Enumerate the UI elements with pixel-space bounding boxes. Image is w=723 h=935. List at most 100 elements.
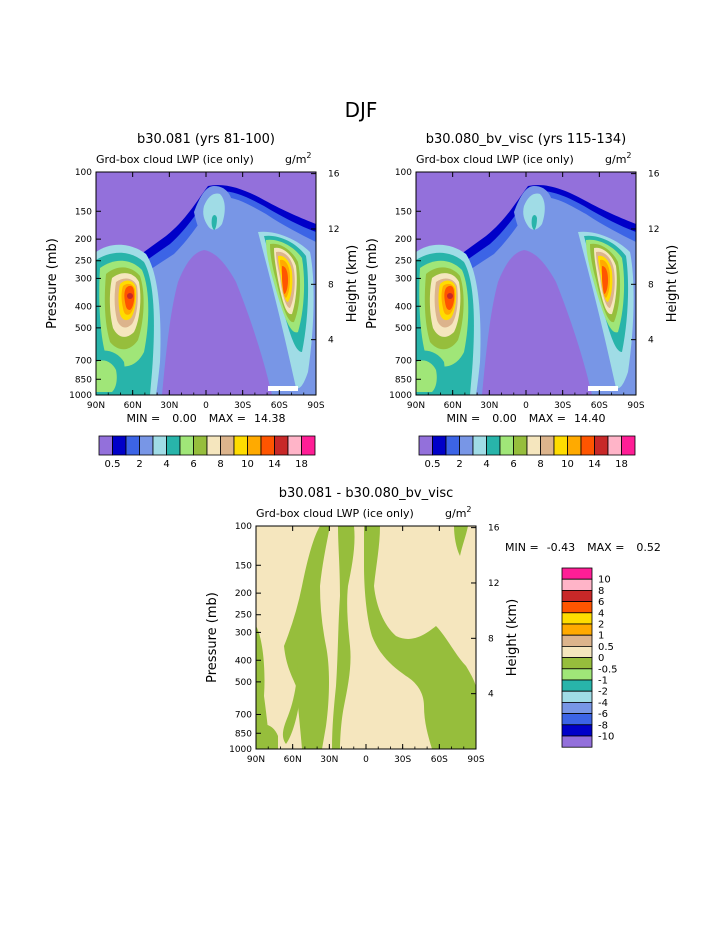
panel-left-stats: MIN = 0.00 MAX = 14.38 <box>127 412 286 425</box>
colorbar-swatch <box>125 435 140 456</box>
colorbar-label: -10 <box>598 732 614 743</box>
x-tick-label: 90S <box>627 401 644 411</box>
colorbar-swatch <box>621 435 636 456</box>
x-tick-label: 60N <box>444 401 462 411</box>
y-right-tick-label: 12 <box>328 225 339 235</box>
panel-diff-units-base: g/m <box>445 507 466 520</box>
y-tick-label: 850 <box>75 375 92 385</box>
y-tick-label: 700 <box>395 356 412 366</box>
colorbar-swatch <box>486 435 501 456</box>
x-tick-label: 30S <box>234 401 251 411</box>
y-tick-label: 300 <box>75 274 92 284</box>
colorbar-swatch <box>472 435 487 456</box>
panel-diff-units: g/m2 <box>445 505 472 520</box>
x-tick-label: 30N <box>480 401 498 411</box>
y-right-tick-label: 4 <box>488 690 494 700</box>
panel-diff-axes: 90N 60N 30N 0 30S 60S 90S 100 150 200 250 300 400 500… <box>205 522 520 765</box>
colorbar-swatch <box>561 578 593 591</box>
y-tick-label: 250 <box>395 257 412 267</box>
panel-left-field <box>96 172 316 395</box>
field-nh-core <box>127 293 133 299</box>
y-right-tick-label: 12 <box>648 225 659 235</box>
diff-negative-region-7 <box>258 724 278 749</box>
panel-left-min-label: MIN = <box>127 412 161 425</box>
x-tick-label: 30S <box>394 755 411 765</box>
y-tick-label: 100 <box>395 168 412 178</box>
colorbar-swatch <box>432 435 447 456</box>
colorbar-swatch <box>561 690 593 703</box>
colorbar-label: 10 <box>598 575 611 586</box>
y-right-axis-label: Height (km) <box>345 245 360 322</box>
colorbar-label: 8 <box>217 459 223 470</box>
field-tropical-teal <box>211 215 217 230</box>
x-tick-label: 60S <box>591 401 608 411</box>
field-tropical-cyan <box>523 193 545 230</box>
y-tick-label: 850 <box>235 729 252 739</box>
y-right-tick-label: 8 <box>648 280 654 290</box>
colorbar-label: 6 <box>190 459 196 470</box>
y-right-tick-label: 4 <box>648 336 654 346</box>
colorbar-swatch <box>561 713 593 726</box>
field-nh-core <box>447 293 453 299</box>
colorbar-swatch <box>561 735 593 748</box>
colorbar-swatch <box>561 567 593 580</box>
colorbar-label: 6 <box>510 459 516 470</box>
x-tick-label: 30N <box>160 401 178 411</box>
colorbar-label: 2 <box>598 620 604 631</box>
colorbar-swatch <box>561 646 593 659</box>
colorbar-swatch <box>607 435 622 456</box>
y-right-tick-label: 16 <box>488 524 500 534</box>
colorbar-label: 4 <box>163 459 169 470</box>
field-tropical-cyan <box>203 193 225 230</box>
y-right-tick-label: 8 <box>488 634 494 644</box>
colorbar-swatch <box>561 702 593 715</box>
x-tick-label: 90S <box>307 401 324 411</box>
colorbar-swatch <box>526 435 541 456</box>
colorbar-swatch <box>260 435 275 456</box>
y-tick-label: 500 <box>395 324 412 334</box>
colorbar-swatch <box>561 668 593 681</box>
y-right-tick-label: 16 <box>328 170 340 180</box>
y-right-tick-label: 12 <box>488 579 499 589</box>
x-tick-label: 0 <box>203 401 209 411</box>
colorbar-swatch <box>152 435 167 456</box>
y-tick-label: 1000 <box>389 391 412 401</box>
y-right-tick-label: 4 <box>328 336 334 346</box>
y-tick-label: 500 <box>75 324 92 334</box>
y-right-tick-label: 16 <box>648 170 660 180</box>
colorbar-swatch <box>220 435 235 456</box>
colorbar-swatch <box>567 435 582 456</box>
y-tick-label: 200 <box>75 235 92 245</box>
colorbar-swatch <box>274 435 289 456</box>
colorbar-label: 4 <box>598 608 604 619</box>
x-tick-label: 30N <box>320 755 338 765</box>
panel-diff-max-label: MAX = <box>587 541 624 554</box>
panel-left-axes: 90N 60N 30N 0 30S 60S 90S 100 150 200 250 300 400 500… <box>45 168 360 411</box>
field-subsidence <box>162 250 272 395</box>
diff-negative-region-6 <box>454 526 468 556</box>
panel-diff-stats: MIN = -0.43 MAX = 0.52 <box>505 541 661 554</box>
page-title: DJF <box>345 98 378 122</box>
panel-left: b30.081 (yrs 81-100) Grd-box cloud LWP (… <box>45 132 360 470</box>
colorbar-swatch <box>233 435 248 456</box>
panel-left-max-value: 14.38 <box>254 412 286 425</box>
colorbar-swatch <box>98 435 113 456</box>
panel-diff-subtitle: Grd-box cloud LWP (ice only) <box>256 507 414 520</box>
y-tick-label: 400 <box>395 302 412 312</box>
colorbar-swatch <box>139 435 154 456</box>
colorbar-label: -6 <box>598 709 608 720</box>
y-tick-label: 700 <box>235 710 252 720</box>
y-axis-label: Pressure (mb) <box>365 238 380 329</box>
y-tick-label: 150 <box>235 561 252 571</box>
panel-right-title: b30.080_bv_visc (yrs 115-134) <box>426 132 626 147</box>
panel-right-field <box>416 172 636 395</box>
field-sh-red <box>282 266 288 294</box>
colorbar-label: 2 <box>136 459 142 470</box>
panel-diff-units-sup: 2 <box>466 505 471 514</box>
x-tick-label: 60S <box>431 755 448 765</box>
y-tick-label: 300 <box>235 628 252 638</box>
panel-left-units-sup: 2 <box>306 151 311 160</box>
panel-left-title: b30.081 (yrs 81-100) <box>137 132 275 147</box>
panel-right-units-base: g/m <box>605 153 626 166</box>
